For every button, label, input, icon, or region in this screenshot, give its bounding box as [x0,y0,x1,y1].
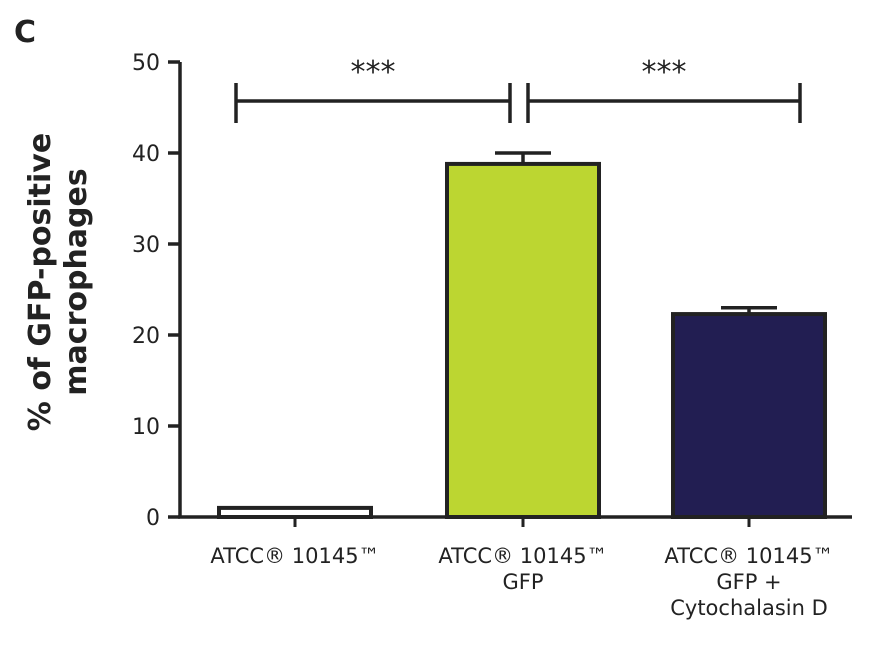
y-tick-label: 10 [132,415,160,440]
y-axis: 0 10 20 30 40 50 [132,51,182,531]
y-tick-label: 40 [132,142,160,167]
y-axis-label-text: % of GFP-positive macrophages [23,133,94,431]
bar [671,312,827,519]
bar [445,161,601,519]
y-tick-label: 50 [132,51,160,76]
x-tick-label: ATCC® 10145™ [664,544,833,568]
x-tick-label: GFP + [716,570,781,594]
significance-brackets: *** *** [234,55,802,123]
x-tick-label: Cytochalasin D [670,596,828,620]
panel-label: C [14,15,36,50]
y-tick-label: 20 [132,324,160,349]
y-tick-label: 0 [146,506,160,531]
bar [217,505,373,519]
y-axis-label-line: macrophages [59,168,94,395]
y-tick-label: 30 [132,233,160,258]
bars [217,151,827,519]
x-tick-label: GFP [502,570,543,594]
significance-label: *** [642,55,687,90]
y-axis-label: % of GFP-positive macrophages [23,133,94,431]
y-axis-label-line: % of GFP-positive [23,133,58,431]
x-tick-label: ATCC® 10145™ [210,544,379,568]
x-tick-label: ATCC® 10145™ [438,544,607,568]
significance-label: *** [351,55,396,90]
